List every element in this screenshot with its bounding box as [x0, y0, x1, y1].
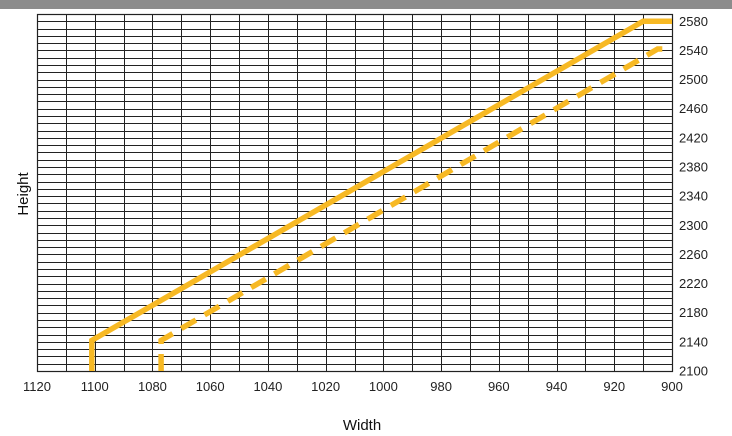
y-tick-label: 2380 [679, 160, 708, 175]
x-tick-labels: 1120 1100 1080 1060 1040 1020 1000 980 960 940 920… [23, 379, 683, 394]
chart-header-bar [0, 0, 732, 9]
y-tick-label: 2260 [679, 247, 708, 262]
series-line-dashed [158, 46, 672, 371]
plot-frame [36, 13, 674, 373]
y-tick-labels: 2100 2140 2180 2220 2260 2300 2340 2380 2420 2460… [679, 14, 708, 379]
x-tick-label: 1080 [138, 379, 167, 394]
y-tick-label: 2500 [679, 72, 708, 87]
x-tick-label: 920 [603, 379, 625, 394]
y-tick-label: 2420 [679, 130, 708, 145]
series-line-solid [89, 18, 672, 371]
x-tick-label: 980 [430, 379, 452, 394]
y-tick-label: 2540 [679, 43, 708, 58]
y-tick-label: 2460 [679, 101, 708, 116]
y-tick-label: 2300 [679, 218, 708, 233]
x-tick-label: 940 [546, 379, 568, 394]
y-axis-title: Height [15, 171, 32, 215]
x-tick-label: 1040 [253, 379, 282, 394]
x-tick-label: 1000 [369, 379, 398, 394]
y-tick-label: 2140 [679, 334, 708, 349]
x-tick-label: 1060 [196, 379, 225, 394]
series-group [89, 18, 672, 371]
x-tick-label: 1020 [311, 379, 340, 394]
x-axis-title: Width [343, 417, 381, 434]
y-tick-label: 2580 [679, 14, 708, 29]
y-tick-label: 2220 [679, 276, 708, 291]
y-tick-label: 2340 [679, 189, 708, 204]
y-tick-label: 2180 [679, 305, 708, 320]
x-tick-label: 1120 [23, 379, 51, 394]
x-tick-label: 960 [488, 379, 510, 394]
x-tick-label: 900 [661, 379, 683, 394]
y-tick-label: 2100 [679, 364, 708, 379]
x-tick-label: 1100 [81, 379, 109, 394]
grid [36, 13, 674, 373]
